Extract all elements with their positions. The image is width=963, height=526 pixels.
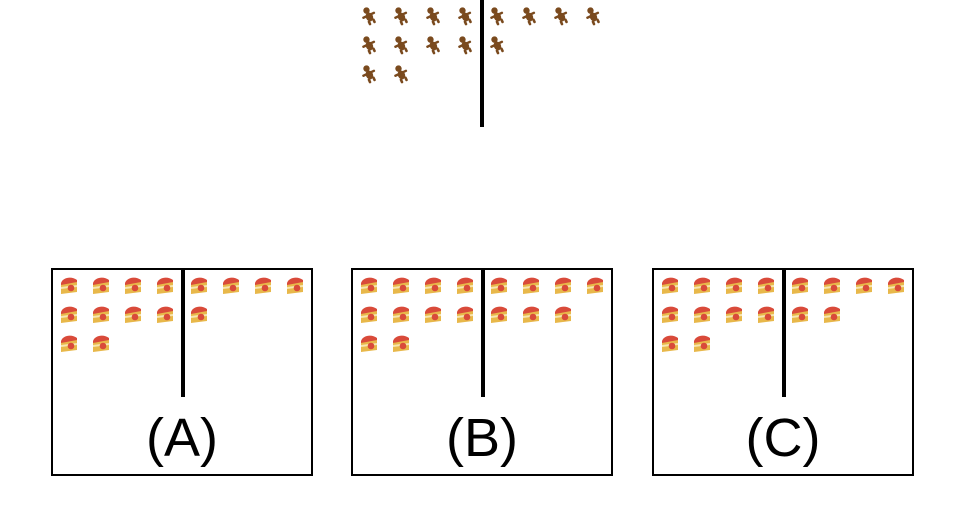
option-c-label: (C)	[745, 408, 821, 468]
cake-slice-icon	[454, 303, 476, 325]
cake-slice-icon	[122, 303, 144, 325]
cake-slice-icon	[552, 303, 574, 325]
gingerbread-man-icon	[582, 5, 604, 27]
option-c-box[interactable]: (C)	[652, 268, 914, 476]
cake-slice-icon	[390, 332, 412, 354]
option-a-label: (A)	[146, 408, 218, 468]
gingerbread-man-icon	[422, 34, 444, 56]
cake-slice-icon	[58, 303, 80, 325]
cake-slice-icon	[821, 303, 843, 325]
cake-slice-icon	[691, 332, 713, 354]
option-b-divider	[481, 270, 485, 397]
cake-slice-icon	[422, 274, 444, 296]
cake-slice-icon	[358, 303, 380, 325]
gingerbread-man-icon	[358, 5, 380, 27]
cake-slice-icon	[552, 274, 574, 296]
cake-slice-icon	[755, 274, 777, 296]
question-divider	[480, 0, 484, 127]
cake-slice-icon	[821, 274, 843, 296]
cake-slice-icon	[188, 303, 210, 325]
cake-slice-icon	[488, 303, 510, 325]
cake-slice-icon	[520, 303, 542, 325]
cake-slice-icon	[58, 274, 80, 296]
gingerbread-man-icon	[486, 34, 508, 56]
cake-slice-icon	[659, 274, 681, 296]
cake-slice-icon	[853, 274, 875, 296]
cake-slice-icon	[723, 274, 745, 296]
gingerbread-man-icon	[518, 5, 540, 27]
cake-slice-icon	[390, 303, 412, 325]
cake-slice-icon	[659, 332, 681, 354]
gingerbread-man-icon	[422, 5, 444, 27]
cake-slice-icon	[691, 274, 713, 296]
gingerbread-man-icon	[390, 34, 412, 56]
cake-slice-icon	[154, 274, 176, 296]
option-c-divider	[782, 270, 786, 397]
cake-slice-icon	[422, 303, 444, 325]
cake-slice-icon	[358, 332, 380, 354]
cake-slice-icon	[691, 303, 713, 325]
gingerbread-man-icon	[550, 5, 572, 27]
gingerbread-man-icon	[390, 5, 412, 27]
cake-slice-icon	[252, 274, 274, 296]
cake-slice-icon	[358, 274, 380, 296]
option-a-divider	[181, 270, 185, 397]
cake-slice-icon	[520, 274, 542, 296]
cake-slice-icon	[90, 274, 112, 296]
cake-slice-icon	[154, 303, 176, 325]
gingerbread-man-icon	[358, 63, 380, 85]
gingerbread-man-icon	[454, 34, 476, 56]
cake-slice-icon	[488, 274, 510, 296]
gingerbread-man-icon	[454, 5, 476, 27]
gingerbread-man-icon	[390, 63, 412, 85]
question-panel	[352, 0, 614, 130]
option-a-box[interactable]: (A)	[51, 268, 313, 476]
cake-slice-icon	[454, 274, 476, 296]
cake-slice-icon	[659, 303, 681, 325]
gingerbread-man-icon	[358, 34, 380, 56]
cake-slice-icon	[390, 274, 412, 296]
cake-slice-icon	[220, 274, 242, 296]
cake-slice-icon	[284, 274, 306, 296]
option-b-box[interactable]: (B)	[351, 268, 613, 476]
cake-slice-icon	[122, 274, 144, 296]
cake-slice-icon	[789, 274, 811, 296]
cake-slice-icon	[723, 303, 745, 325]
gingerbread-man-icon	[486, 5, 508, 27]
option-b-label: (B)	[446, 408, 518, 468]
cake-slice-icon	[58, 332, 80, 354]
cake-slice-icon	[789, 303, 811, 325]
cake-slice-icon	[90, 332, 112, 354]
cake-slice-icon	[584, 274, 606, 296]
cake-slice-icon	[755, 303, 777, 325]
cake-slice-icon	[885, 274, 907, 296]
cake-slice-icon	[188, 274, 210, 296]
cake-slice-icon	[90, 303, 112, 325]
